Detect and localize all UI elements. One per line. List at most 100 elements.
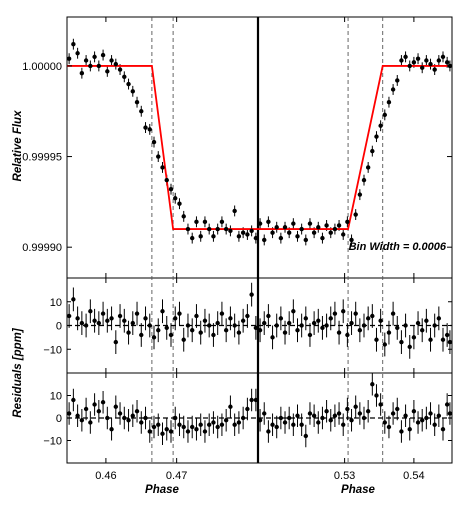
point-res1-right-16 [324,323,329,328]
point-res2-left-42 [245,406,250,412]
x-axis-label-right: Phase [341,484,375,496]
point-main-left-16 [134,99,140,105]
point-main-left-34 [211,234,216,239]
point-res2-left-34 [211,420,216,425]
point-res1-left-0 [66,313,72,319]
xtick-label-left-0: 0.46 [95,470,116,482]
point-main-left-25 [173,196,178,201]
point-res1-right-31 [386,330,392,335]
point-res2-left-43 [249,397,254,403]
point-res2-left-38 [228,404,233,409]
point-res2-right-23 [353,404,358,409]
point-res2-right-11 [303,433,309,439]
point-res1-left-7 [96,320,102,326]
point-res2-right-0 [257,418,263,423]
point-res1-right-36 [407,344,412,350]
panel-frames [66,16,453,464]
point-main-right-45 [444,60,450,65]
point-res2-left-5 [88,420,93,425]
point-main-right-16 [324,223,329,228]
point-res2-left-0 [66,411,72,416]
point-res1-right-37 [411,335,417,340]
point-main-left-28 [185,226,191,232]
point-res1-right-10 [299,323,304,328]
point-main-left-21 [156,154,161,159]
point-res2-right-9 [295,413,300,418]
ytick-label-main-2: 0.99990 [22,242,62,254]
point-res1-left-23 [164,325,169,331]
ytick-label-res2-1: 0 [56,413,62,425]
model-curve-right [258,65,452,230]
point-main-right-18 [332,226,338,232]
point-main-right-25 [361,177,367,183]
point-res2-right-17 [328,418,333,423]
point-res1-right-34 [399,339,404,345]
point-res2-left-16 [134,409,140,414]
point-main-right-1 [262,237,267,243]
point-res1-left-17 [139,332,144,338]
point-res2-left-10 [109,427,114,432]
point-res1-right-22 [349,320,354,326]
point-res2-right-6 [282,420,288,425]
point-res2-right-30 [382,420,387,425]
point-res2-left-31 [198,422,203,427]
point-res1-right-44 [440,337,446,342]
point-res2-left-3 [79,418,85,423]
point-main-right-36 [407,63,412,69]
point-main-right-8 [291,221,296,226]
point-res1-left-25 [173,316,178,321]
point-main-right-39 [420,65,425,70]
ytick-label-main-0: 1.00000 [22,61,62,73]
point-res1-right-4 [274,323,279,328]
point-res1-right-11 [303,316,309,321]
residual-zero-lines [67,324,452,419]
point-main-left-15 [130,89,135,94]
point-main-right-10 [299,226,304,232]
point-res1-right-43 [436,316,442,321]
bin-width-annotation: Bin Width = 0.0006 [349,241,447,253]
point-res2-right-26 [365,409,371,414]
point-res2-left-33 [206,422,212,427]
point-res1-left-18 [143,316,148,321]
ytick-label-main-1: 0.99995 [22,152,62,164]
point-res1-right-39 [420,328,425,333]
point-main-right-17 [328,230,333,235]
point-main-left-39 [232,208,237,214]
point-main-left-32 [202,219,208,225]
point-res1-left-9 [105,318,110,323]
point-main-right-12 [307,221,313,226]
point-res1-left-39 [232,323,237,328]
point-main-left-35 [215,226,220,232]
point-res1-right-19 [336,330,342,335]
point-res1-left-33 [206,323,212,328]
point-res1-left-19 [147,323,152,328]
point-res2-right-15 [320,415,325,421]
point-res2-left-2 [75,413,80,418]
xtick-label-left-1: 0.47 [166,470,187,482]
point-res2-left-25 [173,415,178,421]
point-main-right-27 [370,148,375,154]
point-res1-left-6 [92,318,97,323]
point-res1-right-21 [345,332,350,338]
point-res1-left-40 [236,330,242,335]
point-res1-right-24 [357,328,363,333]
point-res1-right-15 [320,325,325,331]
point-res1-right-8 [291,309,296,314]
point-res1-left-34 [211,332,216,338]
point-res1-left-32 [202,318,208,323]
ytick-label-res1-1: 0 [56,321,62,333]
point-res1-left-4 [83,323,89,328]
point-res1-left-37 [223,328,229,333]
point-res2-right-20 [341,422,346,427]
point-res2-left-41 [240,415,246,421]
point-main-left-43 [249,228,254,234]
point-main-right-5 [278,235,284,241]
point-res1-right-45 [444,332,450,338]
point-res1-left-8 [100,311,106,316]
point-main-left-26 [177,201,182,206]
point-res1-right-38 [415,320,421,326]
point-res1-left-38 [228,316,233,321]
point-res2-right-39 [420,418,425,423]
point-res2-right-1 [262,411,267,416]
point-res2-right-10 [299,422,304,427]
